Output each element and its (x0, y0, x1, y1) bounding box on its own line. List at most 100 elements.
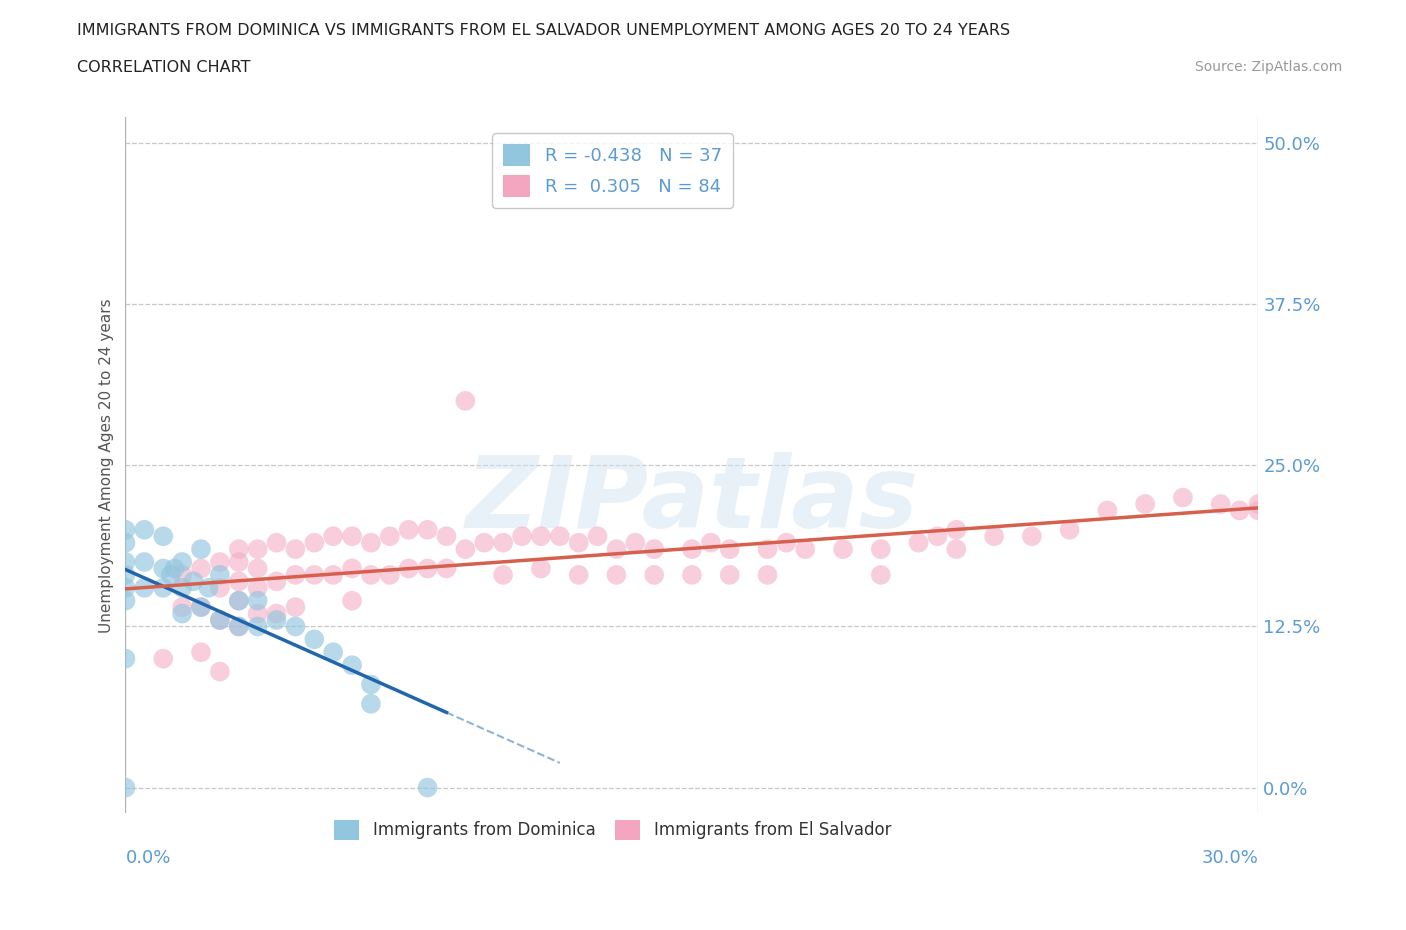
Point (360, 567, 382, 582)
Point (152, 580, 174, 595)
Point (454, 393, 477, 408)
Point (266, 606, 288, 621)
Text: CORRELATION CHART: CORRELATION CHART (77, 60, 250, 75)
Point (472, 536, 495, 551)
Point (416, 523, 439, 538)
Point (794, 541, 817, 556)
Point (643, 541, 665, 556)
Point (246, 580, 269, 595)
Point (197, 580, 219, 595)
Point (360, 677, 382, 692)
Point (172, 554, 194, 569)
Point (228, 554, 250, 569)
Point (304, 536, 326, 551)
Point (530, 561, 553, 576)
Point (718, 541, 741, 556)
Point (208, 613, 231, 628)
Point (172, 580, 194, 595)
Point (208, 567, 231, 582)
Point (927, 529, 949, 544)
Point (304, 567, 326, 582)
Point (510, 529, 533, 544)
Point (624, 536, 647, 551)
Point (416, 780, 439, 795)
Point (228, 619, 250, 634)
Point (228, 541, 250, 556)
Point (284, 619, 307, 634)
Point (322, 567, 344, 582)
Point (266, 613, 288, 628)
Point (152, 561, 174, 576)
Point (756, 567, 779, 582)
Point (114, 536, 136, 551)
Point (983, 529, 1005, 544)
Point (681, 541, 703, 556)
Point (152, 651, 174, 666)
Point (1097, 503, 1119, 518)
Point (208, 664, 231, 679)
Point (681, 567, 703, 582)
Point (208, 554, 231, 569)
Point (1229, 503, 1251, 518)
Text: ZIPatlas: ZIPatlas (465, 452, 918, 549)
Point (114, 593, 136, 608)
Point (492, 536, 515, 551)
Point (436, 561, 458, 576)
Point (700, 536, 723, 551)
Point (548, 529, 571, 544)
Point (775, 536, 797, 551)
Point (1021, 529, 1043, 544)
Point (945, 523, 967, 538)
Point (1247, 503, 1270, 518)
Point (190, 561, 212, 576)
Y-axis label: Unemployment Among Ages 20 to 24 years: Unemployment Among Ages 20 to 24 years (100, 298, 114, 632)
Point (114, 651, 136, 666)
Point (152, 529, 174, 544)
Text: 0.0%: 0.0% (125, 849, 172, 868)
Point (1247, 497, 1270, 512)
Point (322, 644, 344, 659)
Point (832, 541, 855, 556)
Point (378, 529, 401, 544)
Point (246, 593, 269, 608)
Point (530, 529, 553, 544)
Point (190, 600, 212, 615)
Legend: Immigrants from Dominica, Immigrants from El Salvador: Immigrants from Dominica, Immigrants fro… (328, 813, 898, 847)
Point (114, 780, 136, 795)
Point (454, 541, 477, 556)
Point (183, 574, 205, 589)
Point (605, 567, 627, 582)
Point (266, 536, 288, 551)
Point (172, 600, 194, 615)
Point (228, 619, 250, 634)
Text: IMMIGRANTS FROM DOMINICA VS IMMIGRANTS FROM EL SALVADOR UNEMPLOYMENT AMONG AGES : IMMIGRANTS FROM DOMINICA VS IMMIGRANTS F… (77, 23, 1011, 38)
Point (114, 523, 136, 538)
Point (134, 523, 156, 538)
Point (114, 554, 136, 569)
Point (172, 567, 194, 582)
Point (134, 554, 156, 569)
Text: 30.0%: 30.0% (1202, 849, 1258, 868)
Point (246, 561, 269, 576)
Point (163, 561, 186, 576)
Point (266, 574, 288, 589)
Point (208, 613, 231, 628)
Point (284, 567, 307, 582)
Point (360, 536, 382, 551)
Point (340, 658, 363, 672)
Point (228, 593, 250, 608)
Point (228, 593, 250, 608)
Point (398, 523, 420, 538)
Point (436, 529, 458, 544)
Point (605, 541, 627, 556)
Point (190, 541, 212, 556)
Point (1059, 523, 1081, 538)
Point (586, 529, 609, 544)
Point (718, 567, 741, 582)
Point (756, 541, 779, 556)
Point (643, 567, 665, 582)
Point (134, 580, 156, 595)
Point (568, 536, 591, 551)
Point (228, 574, 250, 589)
Point (114, 580, 136, 595)
